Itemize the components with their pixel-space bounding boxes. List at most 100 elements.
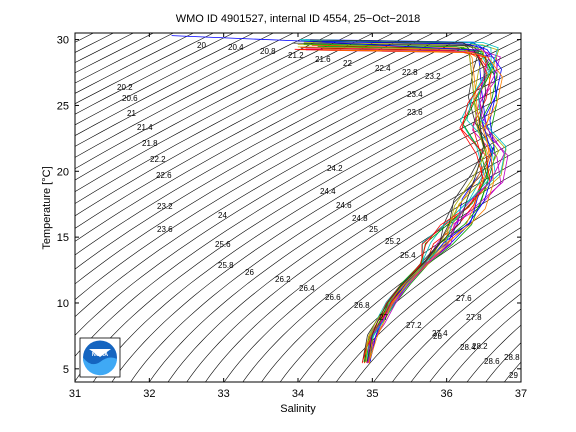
density-contour [75, 33, 235, 115]
y-tick-label: 10 [57, 298, 69, 310]
profile-line [297, 46, 487, 363]
y-tick-label: 20 [57, 166, 69, 178]
density-contour [205, 148, 521, 382]
profile-line [303, 43, 492, 363]
svg-text:NOAA: NOAA [92, 352, 108, 358]
y-tick-label: 30 [57, 35, 69, 47]
x-tick-label: 36 [441, 388, 453, 400]
density-contour-label: 24.2 [327, 164, 343, 173]
density-contour-label: 20 [197, 41, 206, 50]
density-contour-label: 25 [369, 225, 378, 234]
density-contour-label: 22.8 [402, 68, 418, 77]
density-contour [335, 227, 521, 382]
profile-line [322, 49, 503, 364]
density-contour [391, 265, 521, 382]
density-contour-label: 21 [127, 109, 136, 118]
x-tick-label: 35 [366, 388, 378, 400]
density-contour-label: 25.8 [218, 261, 234, 270]
density-contour [75, 33, 434, 229]
density-contour-label: 26.2 [275, 275, 291, 284]
density-contour-label: 24 [218, 211, 227, 220]
density-contour-label: 27.4 [432, 329, 448, 338]
density-contour-label: 23.2 [425, 72, 441, 81]
density-contour [75, 33, 454, 242]
density-contour [75, 48, 521, 318]
density-contour-label: 24.6 [336, 201, 352, 210]
density-contour [0, 20, 19, 389]
profile-line [303, 39, 507, 362]
density-contour-label: 27.8 [466, 313, 482, 322]
x-axis-ticks: 31 32 33 34 35 36 37 [69, 33, 527, 400]
density-contour-label: 21.6 [315, 55, 331, 64]
density-contour-label: 22.6 [156, 171, 172, 180]
density-contour-label: 20.8 [260, 47, 276, 56]
density-contour-label: 29 [509, 371, 518, 380]
density-contour-label: 25.4 [400, 251, 416, 260]
density-contour [410, 278, 521, 382]
profile-line [310, 39, 487, 362]
density-contour-label: 23.2 [157, 202, 173, 211]
density-contour [75, 33, 394, 204]
profile-lines [171, 35, 509, 364]
x-axis-label: Salinity [280, 403, 316, 415]
density-contour-label: 26.8 [354, 301, 370, 310]
density-contour [75, 33, 514, 285]
density-contour-label: 22 [343, 59, 352, 68]
density-contour-label: 20.4 [228, 43, 244, 52]
density-contour [518, 20, 576, 389]
density-contour-label: 24.8 [352, 214, 368, 223]
density-contour-label: 28.4 [460, 343, 476, 352]
density-contour-label: 26.6 [325, 293, 341, 302]
density-contour [75, 33, 115, 53]
density-contour [75, 33, 175, 84]
density-contour-label: 23.6 [407, 108, 423, 117]
density-contour [111, 97, 521, 382]
density-contour [75, 33, 255, 126]
noaa-logo: NOAA [79, 337, 121, 378]
density-contour-label: 22.2 [150, 155, 166, 164]
x-tick-label: 37 [515, 388, 527, 400]
density-contour [75, 33, 295, 147]
density-contour-label: 21.8 [142, 139, 158, 148]
density-contour-label: 28 [433, 332, 442, 341]
density-contour-label: 25.6 [215, 240, 231, 249]
density-contour [0, 20, 39, 389]
density-contour [373, 252, 521, 382]
density-contour [167, 127, 521, 382]
density-contour [92, 87, 521, 382]
density-contour [75, 33, 374, 193]
profile-line [292, 42, 494, 362]
density-contour-label: 25.2 [385, 237, 401, 246]
y-tick-label: 25 [57, 100, 69, 112]
density-contour-label: 21.4 [137, 123, 153, 132]
x-tick-label: 31 [69, 388, 81, 400]
density-contour-label: 23.4 [407, 90, 423, 99]
profile-line [300, 49, 489, 364]
density-contour [317, 215, 521, 382]
density-contour [75, 33, 215, 105]
density-contour [75, 33, 95, 43]
y-axis-label: Temperature [°C] [41, 166, 53, 249]
density-contour [223, 159, 521, 382]
y-tick-label: 5 [63, 364, 69, 376]
density-contour [354, 239, 521, 382]
density-contour-label: 28.8 [504, 353, 520, 362]
density-contour-label: 20.6 [122, 94, 138, 103]
density-contour-label: 28.6 [484, 357, 500, 366]
density-contour [466, 324, 521, 382]
density-contour-label: 21.2 [288, 51, 304, 60]
density-contour [75, 38, 521, 301]
density-contour [555, 20, 576, 389]
density-contour [485, 342, 521, 382]
density-contour-label: 23.6 [157, 225, 173, 234]
density-contour [186, 138, 521, 382]
chart-title: WMO ID 4901527, internal ID 4554, 25−Oct… [176, 13, 421, 25]
density-contour [537, 20, 576, 389]
x-tick-label: 33 [218, 388, 230, 400]
density-contour [75, 77, 521, 382]
density-contour [75, 33, 334, 170]
density-contour [75, 33, 135, 63]
density-contour [75, 33, 494, 270]
